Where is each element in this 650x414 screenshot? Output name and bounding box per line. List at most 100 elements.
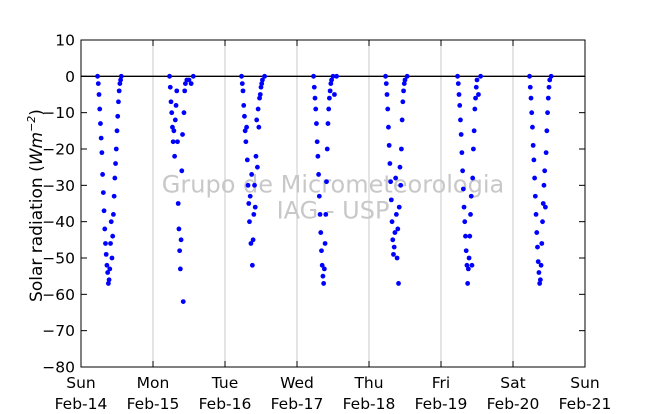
- data-point: [319, 262, 325, 268]
- data-point: [255, 106, 261, 112]
- data-point: [169, 110, 175, 116]
- data-point: [241, 103, 247, 108]
- data-point: [546, 84, 552, 90]
- data-point: [176, 226, 182, 232]
- data-point: [327, 88, 333, 94]
- y-tick-label: −20: [42, 141, 75, 159]
- data-point: [255, 164, 260, 170]
- data-point: [324, 146, 330, 152]
- data-point: [391, 244, 397, 250]
- data-point: [539, 241, 545, 246]
- data-point: [540, 219, 545, 225]
- y-tick-label: −80: [42, 359, 75, 377]
- data-point: [253, 153, 259, 159]
- x-tick-day-label: Sun: [66, 374, 96, 392]
- data-point: [118, 77, 123, 83]
- data-point: [458, 117, 463, 123]
- data-point: [242, 128, 248, 134]
- data-point: [252, 204, 258, 210]
- data-point: [108, 241, 113, 246]
- data-point: [463, 248, 469, 254]
- data-point: [392, 230, 398, 235]
- data-point: [386, 142, 392, 148]
- data-point: [530, 142, 536, 148]
- data-point: [257, 95, 262, 101]
- data-point: [321, 266, 327, 272]
- data-point: [256, 124, 262, 130]
- data-point: [101, 208, 107, 214]
- data-point: [97, 106, 103, 112]
- data-point: [385, 106, 391, 112]
- data-point: [314, 139, 320, 145]
- data-point: [393, 175, 399, 181]
- y-tick-label: −60: [42, 286, 75, 304]
- data-point: [383, 81, 389, 86]
- data-point: [528, 95, 534, 101]
- data-point: [386, 124, 391, 130]
- data-point: [455, 81, 461, 86]
- grid-layer: [152, 40, 514, 367]
- y-axis-title-suffix: ): [27, 109, 47, 116]
- data-point: [537, 281, 543, 286]
- data-point: [314, 121, 319, 126]
- data-point: [393, 212, 399, 217]
- data-point: [247, 219, 252, 225]
- data-point: [180, 299, 186, 304]
- data-point: [532, 193, 538, 199]
- data-point: [455, 73, 460, 79]
- data-point: [547, 77, 553, 83]
- y-tick-label: −50: [42, 250, 75, 268]
- data-point: [460, 186, 466, 192]
- data-point: [111, 193, 117, 199]
- data-point: [531, 157, 537, 163]
- watermark-line: IAG - USP: [277, 197, 390, 225]
- x-tick-day-label: Wed: [280, 374, 314, 392]
- x-tick-day-label: Mon: [137, 374, 170, 392]
- data-point: [394, 255, 400, 261]
- data-point: [168, 99, 174, 105]
- data-point: [459, 150, 465, 156]
- data-point: [462, 219, 468, 225]
- data-point: [190, 73, 196, 79]
- x-tick-day-label: Tue: [211, 374, 238, 392]
- data-point: [105, 270, 111, 275]
- data-point: [316, 193, 322, 199]
- data-point: [325, 121, 331, 126]
- data-point: [315, 153, 321, 159]
- data-point: [534, 230, 540, 235]
- data-point: [319, 248, 324, 254]
- data-point: [460, 168, 465, 174]
- data-point: [105, 281, 111, 286]
- data-point: [542, 168, 548, 174]
- data-point: [311, 84, 317, 90]
- data-point: [468, 193, 474, 199]
- data-point: [543, 204, 548, 210]
- data-point: [545, 110, 550, 116]
- data-point: [95, 73, 100, 79]
- y-axis-ticks: 10 0 −10 −20 −30 −40 −50 −60 −70 −80: [42, 32, 585, 377]
- data-point: [182, 88, 188, 94]
- data-point: [468, 212, 473, 217]
- data-point: [543, 150, 549, 156]
- data-point: [172, 153, 178, 159]
- data-point: [476, 92, 481, 97]
- data-point: [327, 95, 332, 101]
- data-point: [471, 128, 477, 134]
- data-point: [396, 204, 402, 210]
- data-point: [320, 273, 326, 279]
- data-point: [245, 182, 251, 188]
- y-axis-title: Solar radiation (Wm−2): [25, 109, 47, 302]
- data-point: [530, 124, 535, 130]
- data-point: [167, 73, 172, 79]
- data-point: [311, 73, 316, 79]
- data-point: [323, 212, 329, 217]
- plot-frame: [80, 39, 586, 368]
- data-point: [540, 201, 546, 206]
- data-point: [397, 164, 403, 170]
- x-tick-date-label: Feb-16: [199, 395, 252, 409]
- data-point: [537, 277, 543, 283]
- data-point: [104, 262, 110, 268]
- data-point: [383, 73, 388, 79]
- data-point: [544, 128, 550, 134]
